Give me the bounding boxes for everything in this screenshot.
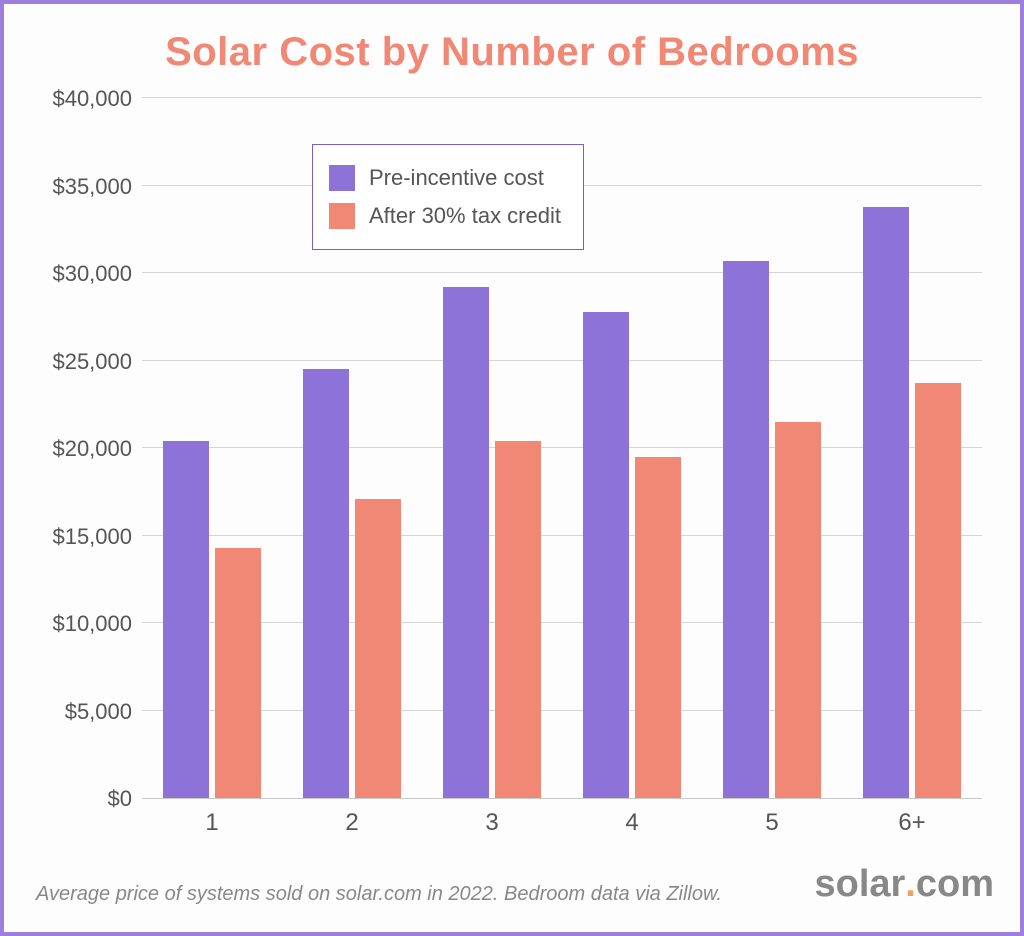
y-tick-label: $10,000 xyxy=(32,611,132,637)
x-tick-label: 3 xyxy=(485,809,498,837)
y-tick-label: $35,000 xyxy=(32,174,132,200)
legend-label-pre: Pre-incentive cost xyxy=(369,165,544,191)
bar-pre-incentive xyxy=(303,369,349,798)
bar-pre-incentive xyxy=(163,441,209,798)
legend-swatch-pre xyxy=(329,165,355,191)
legend-label-post: After 30% tax credit xyxy=(369,203,561,229)
x-tick-label: 5 xyxy=(765,809,778,837)
bar-group xyxy=(443,287,541,798)
bar-pre-incentive xyxy=(723,261,769,798)
chart-frame: Solar Cost by Number of Bedrooms Pre-inc… xyxy=(0,0,1024,936)
y-tick-label: $0 xyxy=(32,786,132,812)
bar-after-credit xyxy=(215,548,261,798)
bar-pre-incentive xyxy=(863,207,909,799)
bar-after-credit xyxy=(495,441,541,798)
bar-after-credit xyxy=(775,422,821,798)
brand-dot: . xyxy=(905,863,916,906)
bar-group xyxy=(863,207,961,799)
y-tick-label: $20,000 xyxy=(32,436,132,462)
chart-area: Pre-incentive cost After 30% tax credit … xyxy=(32,89,992,849)
bar-group xyxy=(163,441,261,798)
legend-box: Pre-incentive cost After 30% tax credit xyxy=(312,144,584,250)
bar-group xyxy=(723,261,821,798)
footnote-text: Average price of systems sold on solar.c… xyxy=(36,883,722,906)
brand-suffix: com xyxy=(916,863,994,906)
legend-item-pre: Pre-incentive cost xyxy=(329,159,561,197)
legend-item-post: After 30% tax credit xyxy=(329,197,561,235)
brand-prefix: solar xyxy=(814,863,905,906)
y-tick-label: $5,000 xyxy=(32,699,132,725)
bar-group xyxy=(303,369,401,798)
gridline xyxy=(142,97,982,98)
brand-logo: solar.com xyxy=(814,863,994,906)
y-tick-label: $30,000 xyxy=(32,261,132,287)
bar-after-credit xyxy=(635,457,681,798)
bar-pre-incentive xyxy=(443,287,489,798)
y-tick-label: $40,000 xyxy=(32,86,132,112)
bar-pre-incentive xyxy=(583,312,629,799)
bar-group xyxy=(583,312,681,799)
footer: Average price of systems sold on solar.c… xyxy=(36,863,994,906)
x-tick-label: 2 xyxy=(345,809,358,837)
bar-after-credit xyxy=(355,499,401,798)
y-tick-label: $15,000 xyxy=(32,524,132,550)
x-tick-label: 4 xyxy=(625,809,638,837)
legend-swatch-post xyxy=(329,203,355,229)
y-tick-label: $25,000 xyxy=(32,349,132,375)
bar-after-credit xyxy=(915,383,961,798)
x-tick-label: 6+ xyxy=(898,809,925,837)
x-tick-label: 1 xyxy=(205,809,218,837)
chart-title: Solar Cost by Number of Bedrooms xyxy=(30,30,994,75)
